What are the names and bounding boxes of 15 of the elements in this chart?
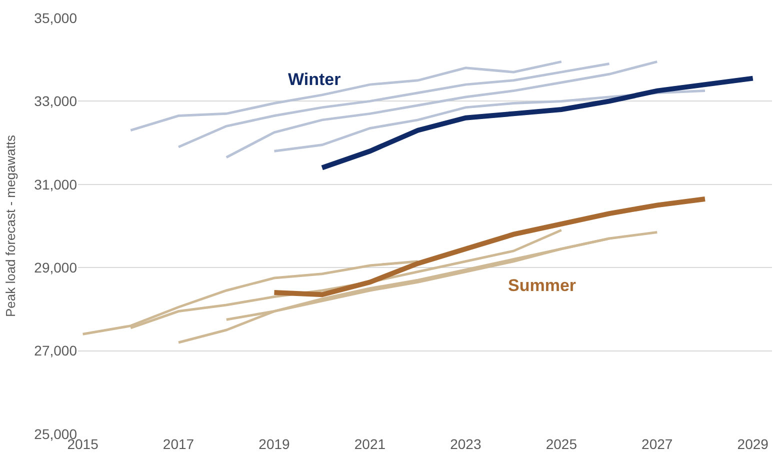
x-tick-label: 2029	[737, 436, 769, 452]
y-axis-title: Peak load forecast - megawatts	[3, 134, 18, 318]
y-tick-label: 33,000	[34, 93, 78, 110]
x-tick-label: 2023	[450, 436, 482, 452]
x-tick-label: 2017	[162, 436, 194, 452]
y-tick-label: 27,000	[34, 342, 78, 359]
text: Winter	[288, 70, 342, 89]
y-tick-label: 31,000	[34, 176, 78, 192]
y-tick-label: 35,000	[34, 10, 78, 26]
y-tick-label: 29,000	[34, 260, 78, 276]
x-tick-label: 2021	[354, 436, 386, 452]
x-tick-label: 2027	[642, 436, 673, 452]
text: Summer	[508, 276, 576, 295]
x-tick-label: 2019	[258, 436, 290, 452]
x-tick-label: 2025	[546, 436, 578, 452]
